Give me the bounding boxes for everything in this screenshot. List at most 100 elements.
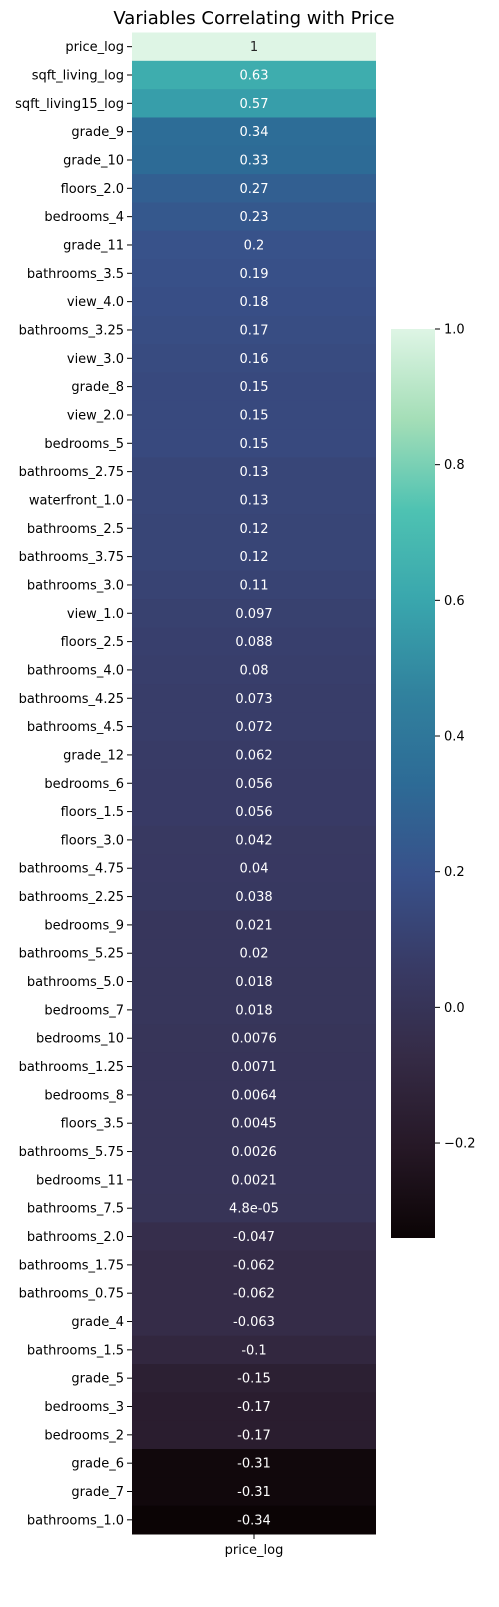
- row-tick-label: view_2.0: [67, 408, 124, 423]
- row-tick-label: price_log: [65, 40, 124, 55]
- cell-value-label: 0.072: [235, 720, 272, 735]
- row-tick-label: waterfront_1.0: [29, 493, 124, 508]
- row-tick-label: grade_11: [63, 238, 124, 253]
- heatmap-cell: [132, 259, 376, 288]
- row-tick-label: sqft_living_log: [32, 68, 124, 83]
- row-tick-label: grade_12: [63, 748, 124, 763]
- cell-value-label: -0.063: [233, 1315, 275, 1330]
- heatmap-cell: [132, 1250, 376, 1280]
- row-tick-label: sqft_living15_log: [15, 97, 124, 112]
- colorbar-tick-label: 0.6: [444, 594, 465, 609]
- row-tick-label: bedrooms_8: [44, 1088, 124, 1103]
- row-tick-label: bathrooms_2.0: [27, 1230, 124, 1245]
- cell-value-label: 0.088: [235, 635, 272, 650]
- colorbar-tick-label: 0.0: [444, 1001, 465, 1016]
- row-tick-label: grade_5: [71, 1372, 124, 1387]
- cell-value-label: -0.15: [237, 1372, 271, 1387]
- cell-value-label: 0.073: [235, 692, 272, 707]
- heatmap-cell: [132, 1109, 376, 1138]
- heatmap-cell: [132, 457, 376, 487]
- cell-value-label: -0.31: [237, 1485, 271, 1500]
- cell-value-label: 0.18: [240, 295, 269, 310]
- cell-value-label: 0.23: [240, 210, 269, 225]
- cell-value-label: -0.1: [241, 1343, 266, 1358]
- cell-value-label: 0.27: [240, 182, 269, 197]
- row-tick-label: floors_3.5: [61, 1117, 124, 1132]
- heatmap-cell: [132, 1307, 376, 1337]
- heatmap-cell: [132, 400, 376, 430]
- row-tick-label: bathrooms_2.5: [27, 522, 124, 537]
- cell-value-label: 0.15: [240, 380, 269, 395]
- cell-value-label: -0.31: [237, 1457, 271, 1472]
- cell-value-label: 0.15: [240, 437, 269, 452]
- cell-value-label: 0.2: [244, 238, 265, 253]
- row-tick-label: bathrooms_3.25: [19, 323, 124, 338]
- cell-value-label: 0.17: [240, 323, 269, 338]
- row-tick-label: floors_2.0: [61, 182, 124, 197]
- cell-value-label: 0.12: [240, 550, 269, 565]
- row-tick-label: grade_4: [71, 1315, 124, 1330]
- row-tick-label: bathrooms_4.75: [19, 862, 124, 877]
- cell-value-label: -0.047: [233, 1230, 275, 1245]
- row-tick-label: bathrooms_4.25: [19, 692, 124, 707]
- row-tick-label: bathrooms_2.75: [19, 465, 124, 480]
- heatmap-cell: [132, 344, 376, 373]
- row-tick-label: bathrooms_1.5: [27, 1343, 124, 1358]
- heatmap-cell: [132, 570, 376, 600]
- row-tick-label: bathrooms_3.75: [19, 550, 124, 565]
- heatmap-cell: [132, 1279, 376, 1308]
- heatmap-cell: [132, 740, 376, 770]
- heatmap-cell: [132, 712, 376, 742]
- row-tick-label: view_3.0: [67, 352, 124, 367]
- cell-value-label: -0.17: [237, 1428, 271, 1443]
- heatmap-cell: [132, 230, 376, 260]
- row-tick-label: grade_9: [71, 125, 124, 140]
- row-tick-label: bathrooms_1.0: [27, 1513, 124, 1528]
- row-tick-label: bedrooms_6: [44, 777, 124, 792]
- heatmap-cell: [132, 287, 376, 317]
- heatmap-cell: [132, 1194, 376, 1223]
- row-tick-label: bedrooms_4: [44, 210, 124, 225]
- cell-value-label: 0.04: [240, 862, 269, 877]
- heatmap-cell: [132, 1392, 376, 1422]
- cell-value-label: 4.8e-05: [229, 1202, 279, 1217]
- heatmap-cell: [132, 1364, 376, 1393]
- cell-value-label: -0.17: [237, 1400, 271, 1415]
- cell-value-label: -0.062: [233, 1287, 275, 1302]
- cell-value-label: 0.056: [235, 777, 272, 792]
- heatmap-cell: [132, 655, 376, 685]
- colorbar: 1.0 0.8 0.6 0.4 0.2 0.0 −0.2: [391, 323, 476, 1238]
- row-tick-label: bedrooms_2: [44, 1428, 124, 1443]
- cell-value-label: 0.0021: [231, 1173, 277, 1188]
- row-tick-label: bathrooms_1.25: [19, 1060, 124, 1075]
- row-tick-label: grade_8: [71, 380, 124, 395]
- heatmap-cell: [132, 1505, 376, 1535]
- cell-value-label: 0.021: [235, 918, 272, 933]
- row-tick-label: grade_6: [71, 1457, 124, 1472]
- cell-value-label: 0.15: [240, 408, 269, 423]
- cell-value-label: 0.018: [235, 975, 272, 990]
- heatmap-cell: [132, 995, 376, 1025]
- cell-value-label: 0.042: [235, 833, 272, 848]
- heatmap-cell: [132, 174, 376, 203]
- heatmap-cell: [132, 117, 376, 147]
- cell-value-label: 0.13: [240, 493, 269, 508]
- cell-value-label: 0.0064: [231, 1088, 277, 1103]
- heatmap-cell: [132, 145, 376, 175]
- heatmap-cell: [132, 967, 376, 997]
- heatmap-cell: [132, 684, 376, 713]
- row-tick-label: bathrooms_5.25: [19, 947, 124, 962]
- heatmap-cell: [132, 1449, 376, 1478]
- heatmap-cell: [132, 202, 376, 232]
- heatmap-cell: [132, 910, 376, 940]
- heatmap-cell: [132, 542, 376, 572]
- cell-value-label: 0.062: [235, 748, 272, 763]
- row-tick-label: bedrooms_9: [44, 918, 124, 933]
- heatmap-cell: [132, 1137, 376, 1167]
- colorbar-gradient: [391, 329, 435, 1238]
- cell-value-label: 0.34: [240, 125, 269, 140]
- row-tick-label: bathrooms_2.25: [19, 890, 124, 905]
- heatmap-cell: [132, 1477, 376, 1507]
- cell-value-label: 0.57: [240, 97, 269, 112]
